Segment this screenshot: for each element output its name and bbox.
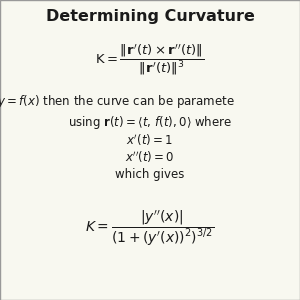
Text: $x'(t) = 1$: $x'(t) = 1$ (127, 133, 173, 148)
Text: Determining Curvature: Determining Curvature (46, 9, 254, 24)
Text: $K = \dfrac{|y''(x)|}{(1 + (y'(x))^2)^{3/2}}$: $K = \dfrac{|y''(x)|}{(1 + (y'(x))^2)^{3… (85, 208, 214, 247)
Text: $\mathrm{K} = \dfrac{\|\mathbf{r}'(t) \times \mathbf{r}''(t)\|}{\|\mathbf{r}'(t): $\mathrm{K} = \dfrac{\|\mathbf{r}'(t) \t… (95, 43, 205, 77)
Text: using $\mathbf{r}(t) = \langle t,\, f(t), 0\rangle$ where: using $\mathbf{r}(t) = \langle t,\, f(t)… (68, 114, 232, 131)
Text: $x''(t) = 0$: $x''(t) = 0$ (125, 149, 175, 165)
Text: $y = f(x)$ then the curve can be paramete: $y = f(x)$ then the curve can be paramet… (0, 94, 235, 110)
Text: which gives: which gives (115, 168, 185, 181)
